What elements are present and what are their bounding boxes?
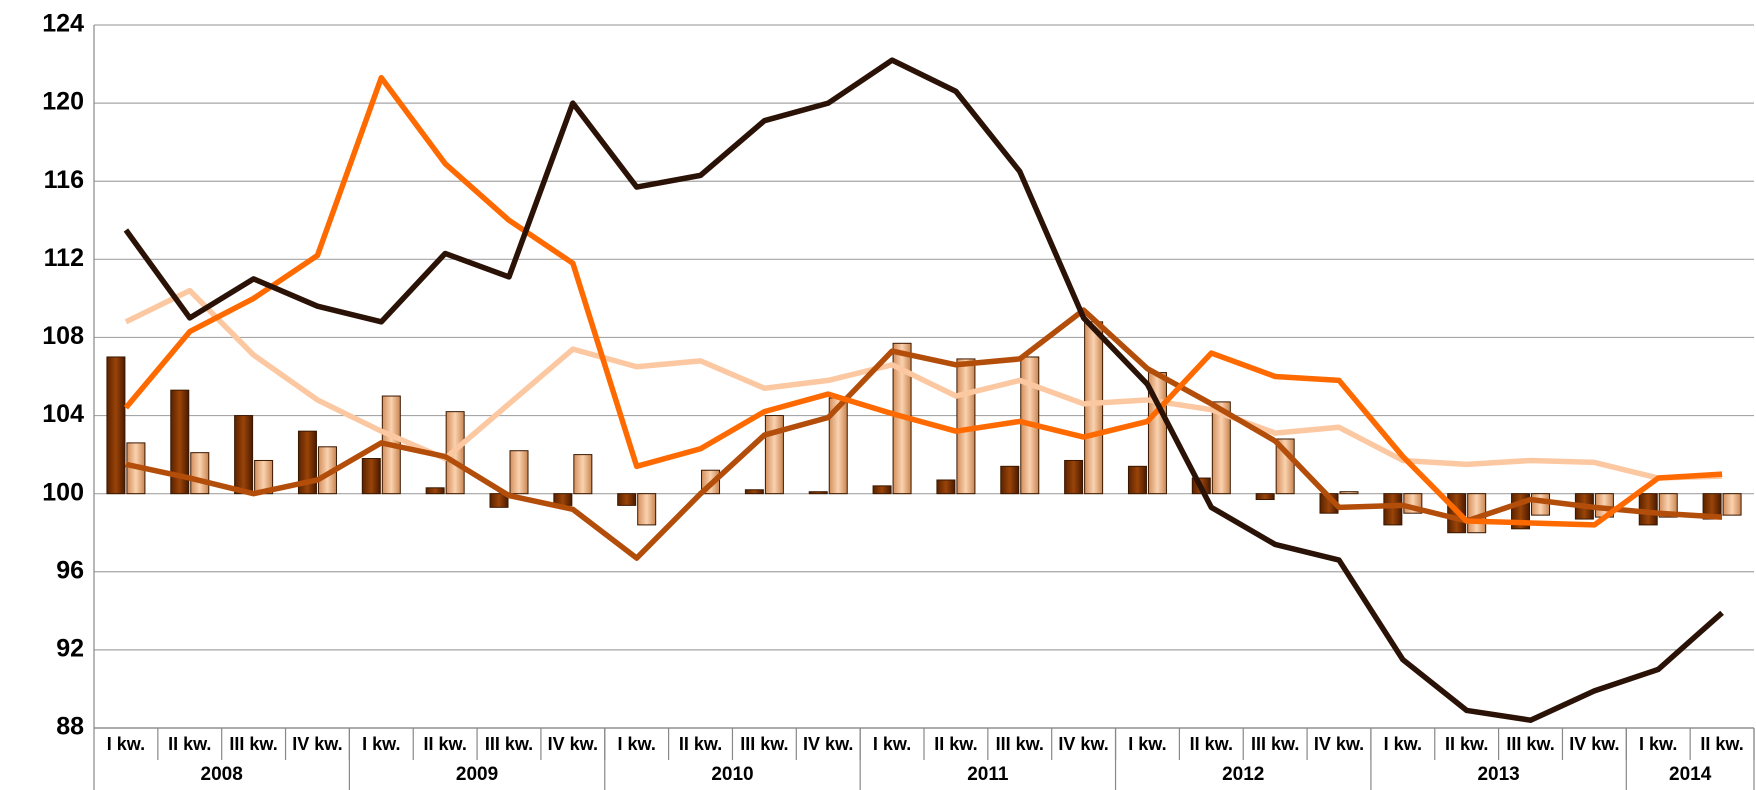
- bar: [106, 356, 126, 495]
- x-tick-label: IV kw.: [1058, 734, 1108, 754]
- y-tick-label: 112: [44, 244, 84, 272]
- bar: [617, 493, 637, 506]
- bar: [170, 389, 190, 495]
- x-tick-label: I kw.: [107, 734, 145, 754]
- bar: [1084, 321, 1104, 495]
- bar: [361, 458, 381, 495]
- x-group-label: 2013: [1477, 764, 1519, 785]
- x-group-label: 2012: [1222, 764, 1264, 785]
- bar: [744, 489, 764, 495]
- x-tick-label: I kw.: [362, 734, 400, 754]
- bar: [1339, 491, 1359, 495]
- x-group-label: 2008: [201, 764, 243, 785]
- bar: [190, 452, 210, 495]
- bar: [509, 450, 529, 495]
- x-tick-label: IV kw.: [1569, 734, 1619, 754]
- line: [123, 74, 1723, 528]
- x-tick-label: II kw.: [1700, 734, 1743, 754]
- x-tick-label: II kw.: [1190, 734, 1233, 754]
- bar: [234, 415, 254, 495]
- bar: [1722, 493, 1742, 516]
- x-tick-label: II kw.: [1445, 734, 1488, 754]
- bar: [764, 415, 784, 495]
- x-tick-label: I kw.: [1639, 734, 1677, 754]
- bar: [1383, 493, 1403, 526]
- y-tick-label: 120: [42, 88, 84, 116]
- bar: [1064, 459, 1084, 495]
- x-group-label: 2010: [711, 764, 753, 785]
- x-tick-label: IV kw.: [803, 734, 853, 754]
- bar: [1127, 465, 1147, 495]
- x-tick-label: I kw.: [873, 734, 911, 754]
- bar: [1000, 465, 1020, 495]
- line: [125, 307, 1723, 561]
- x-tick-label: II kw.: [934, 734, 977, 754]
- x-tick-label: III kw.: [229, 734, 277, 754]
- x-tick-label: II kw.: [679, 734, 722, 754]
- x-tick-label: IV kw.: [292, 734, 342, 754]
- x-tick-label: I kw.: [1384, 734, 1422, 754]
- y-tick-label: 92: [56, 634, 84, 662]
- x-tick-label: II kw.: [168, 734, 211, 754]
- bar: [489, 493, 509, 508]
- bar: [637, 493, 657, 526]
- bar: [1531, 493, 1551, 516]
- x-tick-label: IV kw.: [548, 734, 598, 754]
- x-tick-label: I kw.: [1128, 734, 1166, 754]
- y-tick-label: 100: [42, 478, 84, 506]
- x-tick-label: III kw.: [485, 734, 533, 754]
- y-tick-label: 108: [42, 322, 84, 350]
- line: [123, 57, 1724, 723]
- bar: [297, 430, 317, 495]
- x-group-label: 2011: [967, 764, 1009, 785]
- bar: [1211, 401, 1231, 495]
- x-tick-label: I kw.: [618, 734, 656, 754]
- x-tick-label: III kw.: [740, 734, 788, 754]
- y-tick-label: 88: [56, 713, 84, 741]
- bar: [425, 487, 445, 495]
- x-tick-label: IV kw.: [1314, 734, 1364, 754]
- x-tick-label: III kw.: [1251, 734, 1299, 754]
- x-tick-label: III kw.: [996, 734, 1044, 754]
- line: [124, 287, 1723, 481]
- x-group-label: 2014: [1669, 764, 1712, 785]
- bar: [808, 491, 828, 495]
- y-tick-label: 104: [42, 400, 84, 428]
- x-group-label: 2009: [456, 764, 498, 785]
- bar: [573, 454, 593, 495]
- x-tick-label: III kw.: [1506, 734, 1554, 754]
- y-tick-label: 96: [56, 556, 84, 584]
- bar: [1255, 493, 1275, 501]
- y-tick-label: 116: [44, 166, 84, 194]
- y-tick-label: 124: [42, 10, 84, 38]
- x-tick-label: II kw.: [423, 734, 466, 754]
- bar: [936, 479, 956, 495]
- bar: [872, 485, 892, 495]
